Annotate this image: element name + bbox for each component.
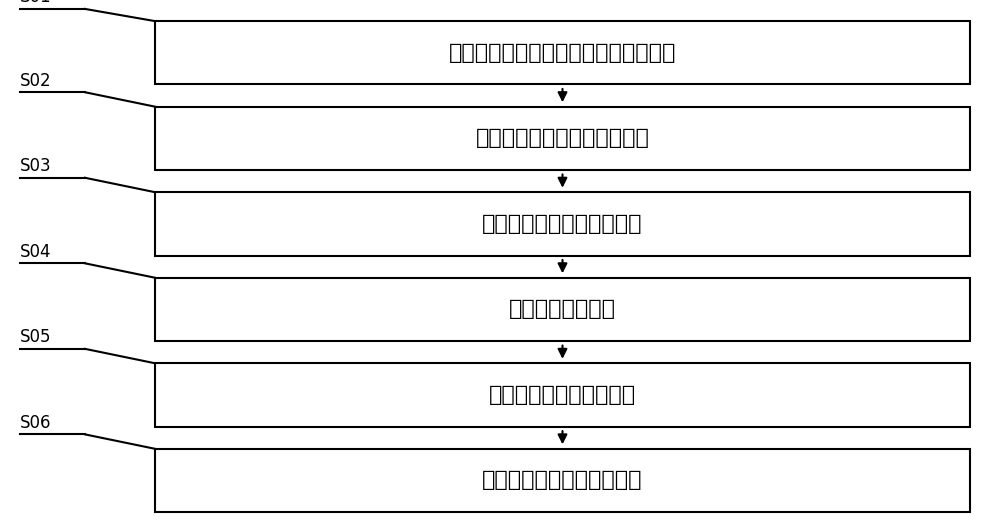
Text: 逐像元获取水稻关键物候期: 逐像元获取水稻关键物候期	[482, 214, 643, 234]
Text: 建立水稻估产模型: 建立水稻估产模型	[509, 299, 616, 319]
Bar	[155, 278, 970, 341]
Text: S03: S03	[20, 157, 52, 175]
Text: 获得研究区水稻产量分布图: 获得研究区水稻产量分布图	[482, 470, 643, 491]
Text: S02: S02	[20, 72, 52, 90]
Text: 开展研究区水稻空间分布制图: 开展研究区水稻空间分布制图	[476, 128, 649, 148]
Bar	[155, 449, 970, 512]
Bar	[155, 192, 970, 256]
Text: S01: S01	[20, 0, 52, 6]
Text: S06: S06	[20, 414, 52, 432]
Text: S05: S05	[20, 328, 52, 346]
Bar	[155, 363, 970, 427]
Text: 确定水稻估产模型参数值: 确定水稻估产模型参数值	[489, 385, 636, 405]
Bar	[155, 21, 970, 84]
Text: S04: S04	[20, 243, 52, 261]
Bar	[155, 107, 970, 170]
Text: 建立研究区植被和气候参量时序数据集: 建立研究区植被和气候参量时序数据集	[449, 43, 676, 63]
